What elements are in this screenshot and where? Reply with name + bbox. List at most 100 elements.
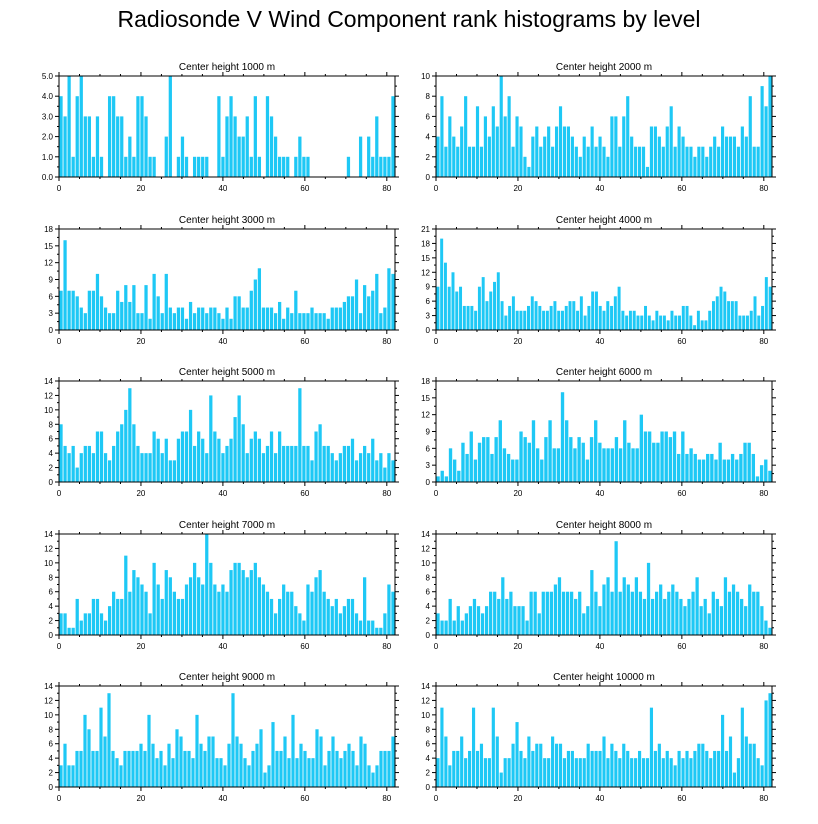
panel-3-bar <box>144 285 148 330</box>
panel-5-bar <box>334 460 338 482</box>
panel-3-bar <box>334 307 338 330</box>
panel-8-bar <box>557 577 562 635</box>
panel-9-bar <box>195 714 199 787</box>
panel-7-bar <box>306 584 310 635</box>
panel-10-title: Center height 10000 m <box>553 672 655 683</box>
panel-2-bar <box>724 136 729 177</box>
panel-1-bar <box>192 156 197 177</box>
panel-4-bar <box>704 320 708 330</box>
panel-8-bar <box>707 613 711 635</box>
panel-5-bar <box>342 445 347 482</box>
panel-6-bar <box>689 448 693 482</box>
panel-7-bar <box>217 591 221 635</box>
panel-4-ytick-label: 3 <box>426 312 431 321</box>
panel-10-ytick-label: 14 <box>421 682 430 691</box>
panel-2-bar <box>475 106 480 177</box>
panel-4-bar <box>757 315 761 330</box>
panel-2-bar <box>440 96 444 177</box>
panel-10-bar <box>519 750 523 787</box>
panel-6-bar <box>618 448 623 482</box>
panel-1-bar <box>71 156 75 177</box>
panel-9-bar <box>391 736 395 787</box>
panel-6-bar <box>627 442 631 482</box>
panel-1-ytick-label: 2.0 <box>42 133 54 142</box>
panel-9-ytick-label: 10 <box>44 711 53 720</box>
panel-5-bar <box>184 431 189 482</box>
panel-6-bar <box>490 453 494 482</box>
panel-7-bar <box>188 577 193 635</box>
panel-2-bar <box>535 126 539 177</box>
panel-5-bar <box>83 445 87 482</box>
panel-10-bar <box>622 743 626 787</box>
panel-8-bar <box>501 577 505 635</box>
panel-10-bar <box>724 750 729 787</box>
panel-5-bar <box>71 445 75 482</box>
panel-2-bar <box>701 146 705 177</box>
panel-3-bar <box>184 318 189 330</box>
panel-5-ytick-label: 14 <box>44 377 53 386</box>
panel-10-bar <box>586 743 590 787</box>
panel-3-bar <box>217 313 221 330</box>
panel-5-bar <box>338 453 342 482</box>
panel-10-bar <box>436 758 440 787</box>
panel-3-bar <box>245 307 249 330</box>
panel-7-bar <box>148 613 152 635</box>
panel-3-bar <box>306 313 310 330</box>
panel-6-bar <box>710 453 714 482</box>
panel-6-xtick-label: 80 <box>759 489 768 498</box>
panel-1-bar <box>245 116 249 177</box>
panel-10-bar <box>709 758 713 787</box>
panel-9-bar <box>171 758 175 787</box>
panel-8-title: Center height 8000 m <box>556 520 652 531</box>
panel-3-ytick-label: 18 <box>44 225 53 234</box>
panel-2-bar <box>717 146 721 177</box>
panel-2-bar <box>641 146 646 177</box>
panel-10-bar <box>689 758 693 787</box>
panel-9-bar <box>207 736 211 787</box>
panel-5-bar <box>59 424 63 482</box>
panel-8-bar <box>480 613 485 635</box>
panel-2-bar <box>547 126 551 177</box>
panel-8-bar <box>667 591 671 635</box>
panel-5-bar <box>253 431 257 482</box>
panel-2-bar <box>598 136 602 177</box>
panel-10-bar <box>736 758 740 787</box>
panel-7-bar <box>160 598 164 635</box>
panel-6-bar <box>623 420 627 482</box>
panel-3-bar <box>213 307 217 330</box>
panel-2-bar <box>606 156 610 177</box>
panel-5-title: Center height 5000 m <box>179 367 275 378</box>
panel-4-bar <box>451 272 455 330</box>
panel-3-bar <box>63 240 67 330</box>
panel-6-bar <box>643 431 648 482</box>
panel-6-bar <box>569 437 573 482</box>
panel-4-bar <box>470 305 474 330</box>
panel-9-bar <box>235 736 239 787</box>
panel-10-bar <box>760 765 764 787</box>
panel-3-bar <box>298 313 302 330</box>
panel-8-bar <box>695 577 699 635</box>
panel-7-bar <box>346 598 351 635</box>
panel-10-bar <box>638 750 642 787</box>
panel-2-bar <box>574 146 578 177</box>
panel-10-bar <box>456 750 460 787</box>
panel-8-bar <box>525 620 529 635</box>
panel-9-bar <box>343 750 347 787</box>
panel-7-bar <box>107 606 112 635</box>
panel-9-bar <box>319 736 323 787</box>
panel-9-bar <box>303 750 307 787</box>
panel-8-bar <box>691 591 695 635</box>
panel-4-bar <box>560 310 564 330</box>
panel-2-bar <box>693 156 697 177</box>
panel-7-ytick-label: 12 <box>44 544 53 553</box>
panel-8-bar <box>659 584 663 635</box>
panel-4-bar <box>587 305 591 330</box>
panel-9-bar <box>111 750 115 787</box>
panel-10-bar <box>471 707 476 787</box>
panel-3-bar <box>346 296 351 330</box>
panel-2-bar <box>523 156 527 177</box>
panel-4-bar <box>655 310 659 330</box>
panel-7-bar <box>383 613 387 635</box>
panel-9-bar <box>263 772 267 787</box>
panel-9-bar <box>95 750 99 787</box>
